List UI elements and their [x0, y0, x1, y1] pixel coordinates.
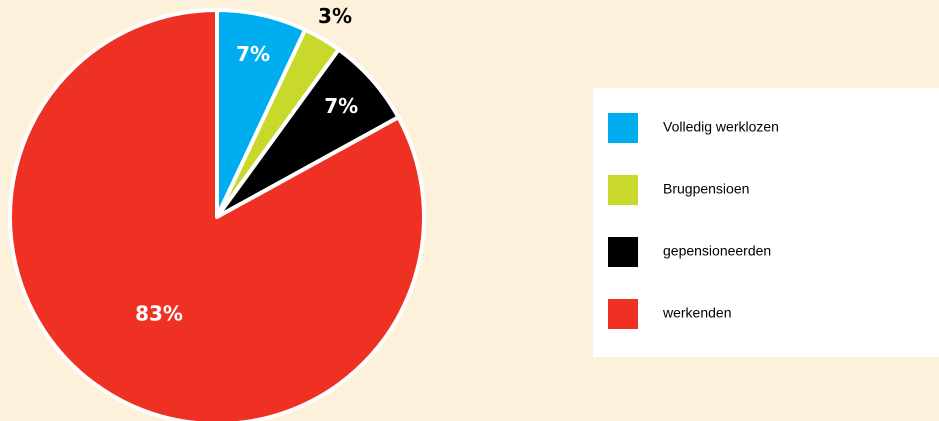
legend-label: gepensioneerden: [663, 243, 771, 259]
legend-swatch: [608, 299, 638, 329]
legend-swatch: [608, 113, 638, 143]
data-label: 3%: [318, 4, 352, 28]
legend-swatch: [608, 237, 638, 267]
data-label: 83%: [135, 301, 183, 325]
legend-label: Volledig werklozen: [663, 119, 779, 135]
data-label: 7%: [236, 42, 270, 66]
pie-slice: [8, 8, 426, 421]
legend-box: [593, 88, 939, 357]
data-label: 7%: [324, 94, 358, 118]
legend-swatch: [608, 175, 638, 205]
legend-label: werkenden: [662, 305, 732, 321]
legend-label: Brugpensioen: [663, 181, 749, 197]
